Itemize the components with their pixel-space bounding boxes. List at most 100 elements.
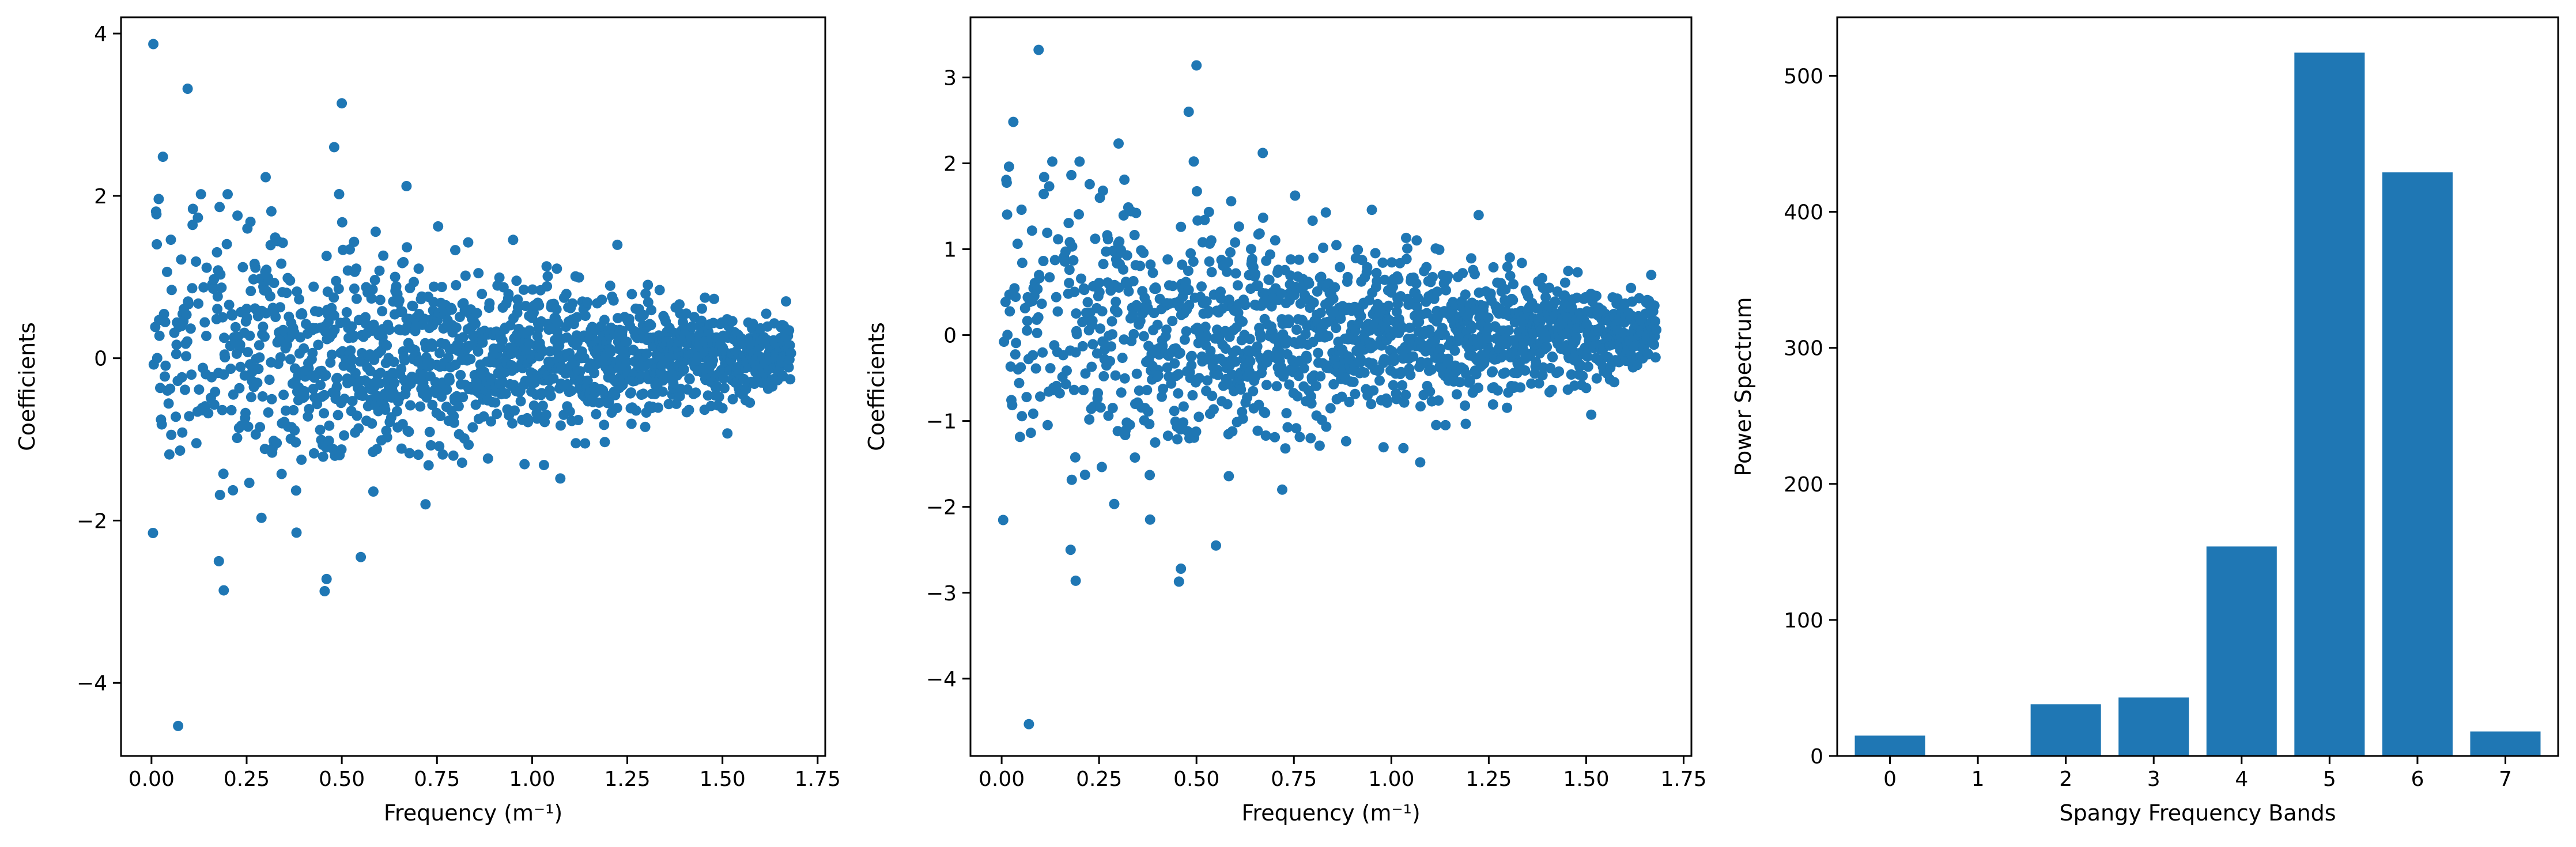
scatter-point <box>1230 356 1241 367</box>
scatter-point <box>218 369 229 380</box>
scatter-point <box>451 322 462 333</box>
scatter-point <box>564 406 575 417</box>
scatter-point <box>1310 380 1321 391</box>
scatter-point <box>1433 395 1444 406</box>
scatter-point <box>154 330 165 341</box>
scatter-point <box>222 189 233 200</box>
scatter-point <box>1071 328 1082 339</box>
y-tick-label: 300 <box>1784 337 1823 361</box>
scatter-point <box>378 250 389 261</box>
scatter-point <box>1202 375 1213 386</box>
scatter-point <box>171 349 182 360</box>
scatter-point <box>1397 380 1408 391</box>
scatter-point <box>394 295 405 306</box>
scatter-point <box>405 400 416 411</box>
x-axis-label-left: Frequency (m⁻¹) <box>384 800 562 826</box>
scatter-point <box>1320 207 1331 218</box>
scatter-point <box>1144 419 1155 429</box>
scatter-point <box>1030 363 1041 374</box>
y-tick-label: 3 <box>943 66 957 90</box>
scatter-point <box>289 425 300 436</box>
scatter-point <box>175 445 186 456</box>
scatter-point <box>1405 369 1416 380</box>
scatter-point <box>285 275 296 286</box>
scatter-point <box>375 294 386 305</box>
scatter-point <box>460 270 471 281</box>
x-tick-label: 2 <box>2059 767 2072 791</box>
scatter-point <box>1145 470 1155 481</box>
scatter-point <box>603 396 614 407</box>
scatter-point <box>1404 322 1415 333</box>
scatter-point <box>1544 282 1555 293</box>
scatter-point <box>1301 353 1312 364</box>
scatter-point <box>1504 252 1515 263</box>
scatter-point <box>214 202 225 213</box>
scatter-point <box>1374 375 1385 386</box>
scatter-point <box>1460 289 1471 300</box>
scatter-point <box>784 325 795 336</box>
scatter-point <box>294 294 305 305</box>
scatter-point <box>1037 347 1048 358</box>
scatter-point <box>611 403 622 414</box>
scatter-point <box>1033 44 1044 55</box>
scatter-point <box>266 206 277 217</box>
scatter-point <box>1191 426 1202 437</box>
scatter-point <box>1153 370 1164 381</box>
scatter-point <box>1391 394 1402 404</box>
scatter-point <box>1021 392 1032 403</box>
scatter-point <box>1187 390 1198 400</box>
scatter-point <box>1315 371 1326 382</box>
scatter-point <box>1250 269 1261 279</box>
scatter-point <box>441 384 452 395</box>
scatter-point <box>351 293 362 304</box>
scatter-point <box>1098 259 1109 270</box>
scatter-point <box>719 383 730 394</box>
scatter-point <box>176 254 187 265</box>
scatter-point <box>1015 362 1026 373</box>
scatter-point <box>1010 292 1021 302</box>
scatter-point <box>1306 398 1317 409</box>
scatter-point <box>1401 254 1412 264</box>
scatter-point <box>1084 414 1095 425</box>
scatter-point <box>183 299 194 310</box>
scatter-point <box>722 428 733 439</box>
scatter-point <box>1102 234 1113 245</box>
scatter-point <box>1068 384 1079 395</box>
scatter-point <box>426 341 437 352</box>
scatter-point <box>783 362 794 373</box>
scatter-point <box>713 391 724 402</box>
scatter-point <box>1080 368 1091 379</box>
scatter-point <box>243 347 253 358</box>
scatter-point <box>1138 331 1149 342</box>
x-tick-label: 1.00 <box>1368 767 1414 791</box>
scatter-point <box>458 392 469 403</box>
scatter-point <box>717 403 728 414</box>
scatter-point <box>555 420 566 431</box>
scatter-point <box>553 317 564 328</box>
scatter-point <box>470 399 481 410</box>
scatter-point <box>1408 351 1419 362</box>
scatter-point <box>328 292 339 303</box>
scatter-point <box>1550 296 1561 307</box>
scatter-point <box>263 407 274 418</box>
scatter-point <box>1441 285 1451 296</box>
scatter-point <box>747 318 758 329</box>
scatter-point <box>1129 230 1140 240</box>
scatter-point <box>424 426 435 437</box>
scatter-point <box>164 449 175 460</box>
scatter-point <box>1225 247 1236 258</box>
y-tick-label: 0 <box>943 324 957 348</box>
scatter-point <box>245 392 256 403</box>
scatter-point <box>391 406 402 417</box>
scatter-point <box>537 400 548 411</box>
scatter-point <box>1222 266 1232 277</box>
scatter-point <box>449 417 459 428</box>
scatter-point <box>216 282 227 293</box>
scatter-point <box>1231 345 1242 356</box>
scatter-point <box>224 300 235 311</box>
scatter-point <box>290 485 301 496</box>
scatter-point <box>388 357 399 368</box>
scatter-point <box>508 235 519 245</box>
scatter-point <box>1111 296 1121 307</box>
